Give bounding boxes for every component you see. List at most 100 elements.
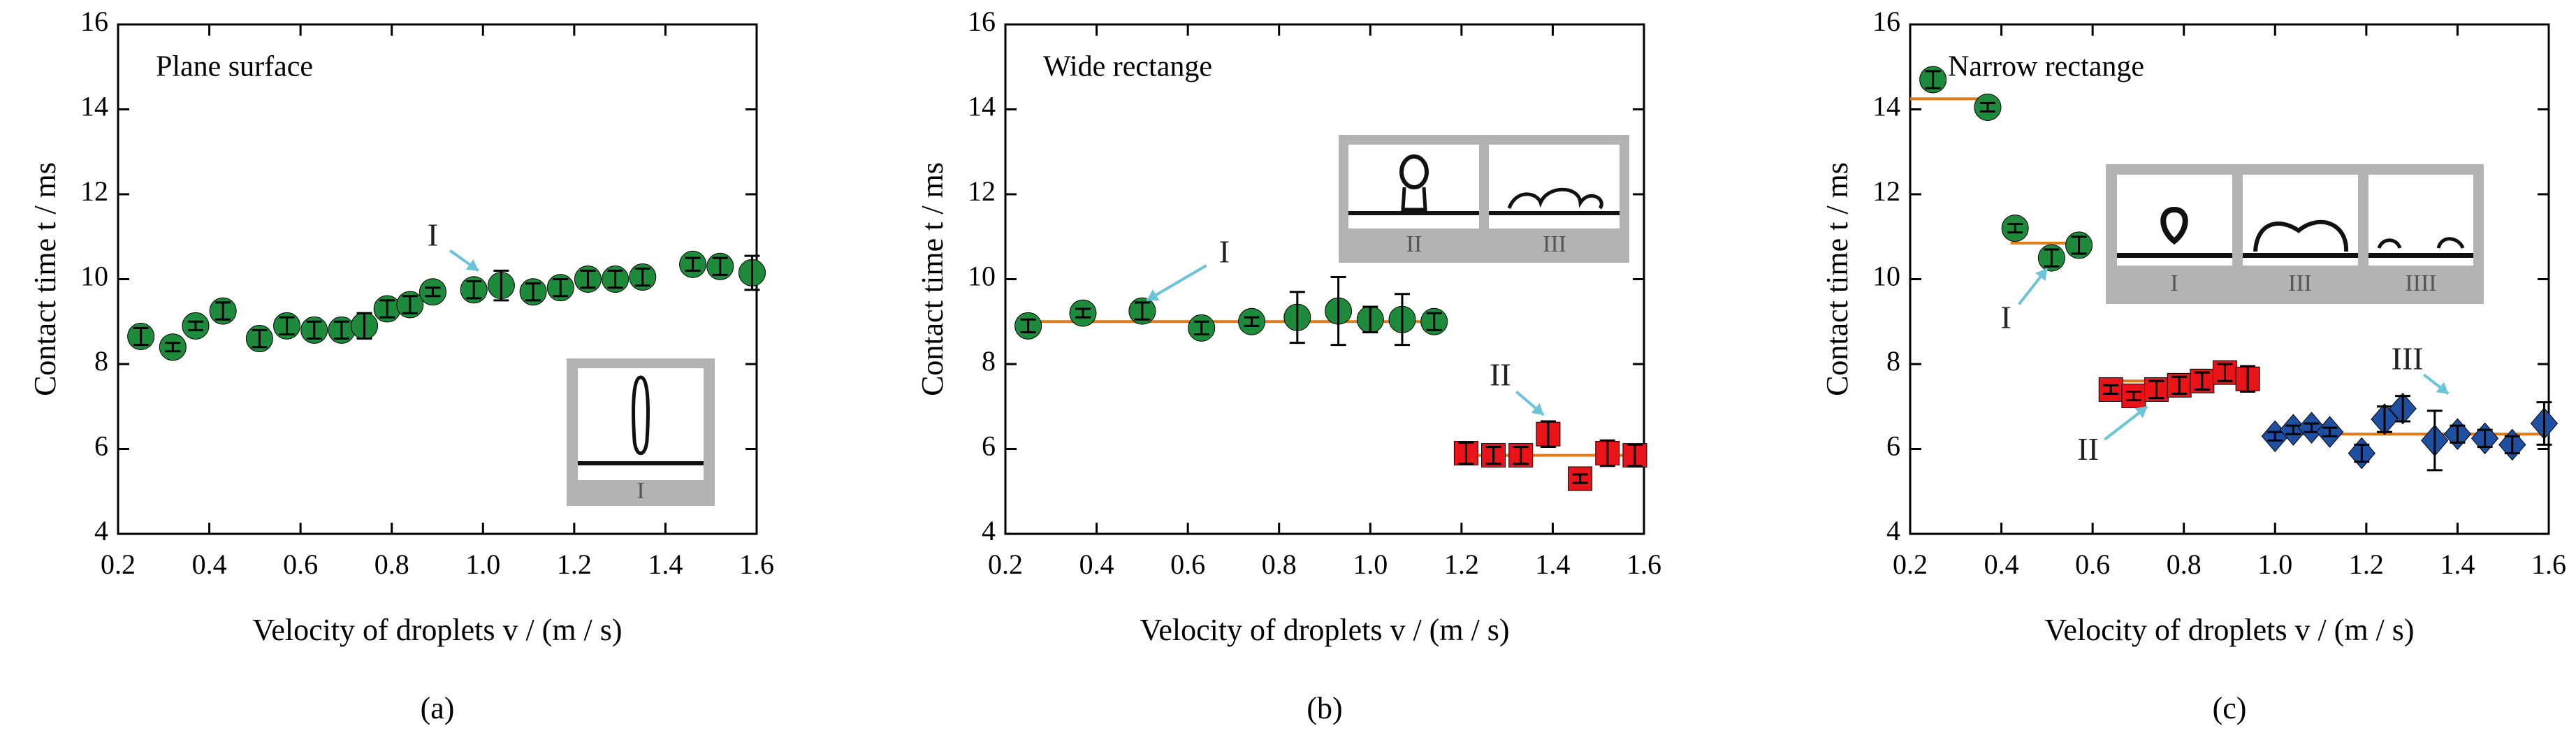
y-tick-label: 10 [1872, 261, 1900, 292]
error-bar [215, 301, 231, 321]
error-bar [2240, 365, 2256, 393]
x-tick-label: 1.6 [739, 549, 774, 580]
error-bar [1020, 318, 1036, 333]
error-bar [1134, 301, 1150, 321]
x-tick-label: 0.4 [1079, 549, 1114, 580]
error-bar [2426, 409, 2443, 472]
y-tick-label: 6 [982, 430, 996, 462]
y-tick-label: 16 [1872, 6, 1900, 37]
y-tick-label: 14 [968, 91, 996, 122]
y-tick-label: 10 [968, 261, 996, 292]
error-bar [2125, 390, 2141, 402]
arrow-head [465, 259, 479, 271]
error-bar [2007, 223, 2023, 234]
error-bar [607, 269, 623, 289]
error-bar [1330, 275, 1346, 347]
error-bar [553, 278, 569, 298]
error-bar [1075, 307, 1091, 319]
error-bar [1458, 441, 1474, 465]
error-bar [2071, 235, 2087, 255]
annotation: I [428, 217, 438, 253]
error-bar [1540, 420, 1556, 448]
x-tick-label: 0.8 [2167, 549, 2202, 580]
y-axis-label: Contact time t / ms [915, 162, 949, 396]
y-tick-label: 12 [1872, 175, 1900, 207]
inset-label: I [636, 478, 644, 504]
x-tick-label: 0.4 [192, 549, 227, 580]
error-bar [2376, 405, 2392, 433]
y-tick-label: 16 [968, 6, 996, 37]
y-axis-label: Contact time t / ms [28, 162, 62, 396]
annotation: II [2077, 431, 2099, 467]
error-bar [712, 256, 728, 276]
panel-caption: (b) [1307, 691, 1342, 725]
inset-image: I [567, 358, 715, 506]
error-bar [279, 316, 295, 335]
error-bar [2267, 430, 2283, 442]
error-bar [2395, 395, 2411, 423]
y-tick-label: 14 [1872, 91, 1900, 122]
error-bar [1925, 70, 1941, 89]
error-bar [580, 269, 596, 289]
arrow-head [2134, 406, 2148, 419]
x-tick-label: 1.2 [2349, 549, 2384, 580]
error-bar [493, 269, 509, 302]
error-bar [685, 256, 701, 272]
x-axis-label: Velocity of droplets v / (m / s) [1140, 613, 1509, 647]
x-tick-label: 1.0 [1353, 549, 1388, 580]
inset-label: III [1543, 231, 1566, 257]
error-bar [1244, 316, 1260, 327]
error-bar [1979, 101, 1995, 113]
inset-label: III [2288, 270, 2312, 296]
error-bar [2194, 371, 2210, 391]
plots: 0.2 0.4 0.6 0.8 1.0 1.2 1.4 1.6 4 6 8 10 12 14 16 Plane… [28, 6, 2566, 725]
y-tick-label: 16 [80, 6, 108, 37]
plot-frame [1004, 23, 1645, 535]
x-tick-label: 1.6 [1627, 549, 1661, 580]
annotation: III [2392, 341, 2424, 377]
error-bar [2171, 375, 2188, 395]
error-bar [1572, 473, 1588, 484]
error-bar [2044, 248, 2060, 268]
error-bar [2322, 426, 2338, 437]
error-bar [525, 282, 541, 302]
arrow-head [2436, 382, 2449, 394]
y-tick-label: 8 [1886, 345, 1900, 377]
x-tick-label: 0.8 [374, 549, 409, 580]
error-bar [1599, 439, 1615, 467]
y-tick-label: 8 [982, 345, 996, 377]
x-tick-label: 0.2 [1893, 549, 1928, 580]
error-bar [187, 320, 203, 331]
error-bar [2504, 435, 2520, 455]
error-bar [2450, 424, 2466, 444]
error-bar [2103, 384, 2119, 395]
annotation: II [1490, 357, 1511, 393]
error-bar [1193, 320, 1209, 335]
error-bar [2354, 443, 2370, 463]
arrow-head [1147, 289, 1160, 301]
x-axis-label: Velocity of droplets v / (m / s) [252, 613, 622, 647]
error-bar [333, 320, 349, 340]
error-bar [2285, 424, 2301, 435]
x-tick-label: 1.4 [2440, 549, 2475, 580]
x-tick-label: 1.0 [2257, 549, 2292, 580]
error-bar [133, 326, 149, 347]
x-tick-label: 0.6 [1170, 549, 1205, 580]
y-tick-label: 14 [80, 91, 108, 122]
x-tick-label: 1.4 [1535, 549, 1570, 580]
y-tick-label: 8 [94, 345, 108, 377]
error-bar [2536, 401, 2552, 446]
x-tick-label: 1.4 [648, 549, 683, 580]
error-bar [744, 254, 760, 291]
annotation-arrow [1146, 264, 1207, 302]
x-tick-label: 0.6 [2075, 549, 2110, 580]
x-tick-label: 0.6 [283, 549, 318, 580]
error-bar [402, 295, 418, 314]
plot-title: Plane surface [156, 51, 313, 83]
x-tick-label: 1.0 [465, 549, 500, 580]
error-bar [1426, 312, 1442, 331]
y-tick-label: 4 [982, 515, 996, 546]
y-tick-label: 12 [80, 175, 108, 207]
